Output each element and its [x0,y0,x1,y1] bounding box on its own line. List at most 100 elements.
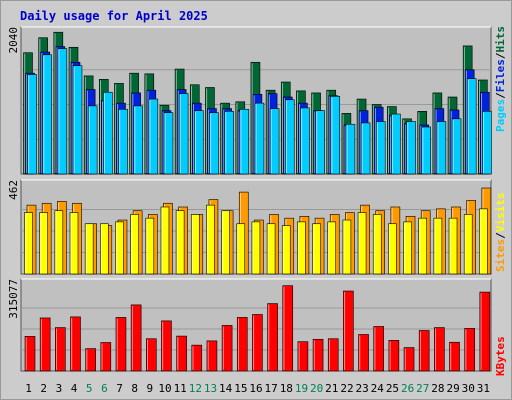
kbytes-bar-8 [145,338,157,372]
visits-bar-25 [403,221,412,275]
x-tick-label-12: 12 [189,382,202,395]
kbytes-bar-30 [479,291,491,372]
x-tick-label-21: 21 [325,382,338,395]
y-legend-1: Sites/Visits [494,193,507,273]
hits-files-pages-panel: 2040 [7,26,492,175]
kbytes-bar-21 [343,290,354,372]
x-tick-label-9: 9 [147,382,154,395]
visits-bar-18 [297,221,306,275]
kbytes-bar-6 [115,317,127,372]
kbytes-bar-1 [39,317,51,372]
kbytes-bar-11 [191,344,203,372]
x-tick-label-16: 16 [249,382,262,395]
visits-bar-10 [175,210,185,275]
x-tick-label-14: 14 [219,382,233,395]
kbytes-bar-10 [176,335,187,372]
visits-bar-0 [24,212,33,275]
kbytes-bar-27 [434,327,445,372]
x-tick-label-6: 6 [101,382,108,395]
kbytes-panel: 315077 [7,278,492,372]
kbytes-bar-4 [85,348,96,372]
visits-bar-22 [357,212,367,275]
x-tick-label-18: 18 [280,382,293,395]
x-tick-label-4: 4 [71,382,78,395]
visits-bar-6 [115,221,124,275]
pages-bar-29 [466,78,477,175]
legend-separator: / [494,232,507,239]
visits-bar-4 [84,223,94,275]
kbytes-bar-0 [24,336,36,372]
x-tick-label-3: 3 [56,382,63,395]
pages-bar-7 [133,105,143,175]
kbytes-bar-14 [236,317,248,372]
visits-bar-15 [251,221,261,275]
visits-bar-19 [312,223,321,275]
kbytes-bar-26 [418,330,430,372]
x-tick-label-17: 17 [265,382,278,395]
x-tick-label-26: 26 [401,382,414,395]
x-tick-label-7: 7 [116,382,123,395]
x-tick-label-19: 19 [295,382,308,395]
kbytes-bar-19 [312,338,324,372]
legend-separator: / [494,52,507,59]
x-tick-label-11: 11 [174,382,187,395]
kbytes-bar-17 [282,285,294,372]
x-tick-label-25: 25 [386,382,399,395]
pages-bar-20 [330,96,341,175]
x-tick-label-24: 24 [371,382,385,395]
x-tick-label-13: 13 [204,382,217,395]
kbytes-bar-3 [70,316,81,372]
kbytes-bar-16 [267,303,278,372]
visits-bar-28 [448,217,458,275]
pages-bar-6 [118,108,128,175]
y-legend-2: KBytes [494,336,507,376]
kbytes-bar-20 [327,338,339,372]
pages-bar-0 [27,74,37,175]
visits-bar-11 [190,214,200,275]
visits-bar-3 [69,212,79,275]
x-axis-labels: 1 2 3 4 5 6 7 8 9 10 11 12 13 14 15 16 17 18 19 20 21 22 23 24 2… [25,382,490,395]
kbytes-bar-23 [373,326,385,372]
chart-title: Daily usage for April 2025 [20,9,208,23]
kbytes-bar-13 [221,325,233,372]
sites-visits-panel: 462 [7,179,492,275]
visits-bar-8 [145,217,155,275]
legend-pages: Pages [494,99,507,132]
visits-bar-2 [54,210,64,275]
visits-bar-13 [221,210,230,275]
pages-bar-4 [87,105,98,175]
x-tick-label-31: 31 [477,382,490,395]
pages-bar-19 [315,110,325,175]
pages-bar-9 [163,112,174,175]
kbytes-bar-7 [130,304,142,372]
pages-bar-2 [57,48,68,175]
x-tick-label-15: 15 [234,382,247,395]
visits-bar-26 [418,217,427,275]
legend-files: Files [494,59,507,92]
pages-bar-5 [103,91,113,175]
visits-bar-5 [100,223,109,275]
kbytes-bar-25 [403,347,415,372]
legend-hits: Hits [494,26,507,53]
legend-separator: / [494,92,507,99]
pages-bar-30 [482,111,492,175]
kbytes-bar-2 [55,327,66,372]
y-max-label: 462 [7,180,20,200]
visits-bar-14 [236,223,246,275]
kbytes-bar-12 [206,340,218,372]
visits-bar-1 [39,212,48,275]
pages-bar-21 [345,123,356,175]
pages-bar-13 [224,111,234,175]
visits-bar-16 [266,223,276,275]
x-tick-label-30: 30 [462,382,475,395]
visits-bar-24 [388,223,397,275]
pages-bar-14 [239,108,250,175]
pages-bar-28 [451,118,462,175]
visits-bar-21 [342,219,352,275]
x-tick-label-20: 20 [310,382,323,395]
visits-bar-7 [130,214,139,275]
x-tick-label-10: 10 [158,382,171,395]
pages-bar-27 [436,121,447,175]
x-tick-label-2: 2 [40,382,47,395]
